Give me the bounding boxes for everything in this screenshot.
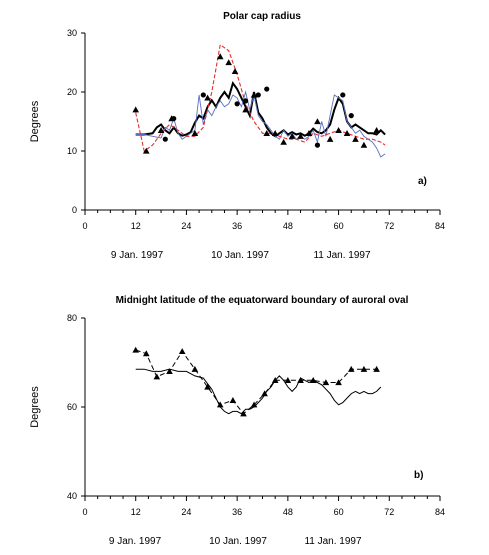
panel-a-triangle-marker — [288, 132, 296, 139]
panel-a-circle-marker — [314, 142, 321, 148]
panel-a-circle-marker — [200, 92, 206, 98]
panel-a-date-label: 10 Jan. 1997 — [211, 250, 269, 261]
panel-b-x-tick-label: 24 — [181, 507, 191, 517]
panel-b-series-solid-line — [135, 368, 382, 415]
panel-a-x-tick-label: 12 — [131, 221, 141, 231]
panel-b-triangle-marker — [229, 397, 237, 403]
panel-a-x-tick-label: 60 — [334, 221, 344, 231]
panel-a-triangle-marker — [360, 141, 368, 148]
panel-b-date-label: 9 Jan. 1997 — [109, 536, 162, 547]
panel-b-date-label: 11 Jan. 1997 — [304, 536, 362, 547]
panel-b-y-tick-label: 80 — [67, 313, 77, 323]
panel-a-x-tick-label: 72 — [384, 221, 394, 231]
panel-a-triangle-marker — [343, 130, 351, 136]
panel-b-series-dashed-line — [135, 349, 377, 415]
panel-b-x-tick-label: 12 — [131, 507, 141, 517]
panel-b-triangle-marker — [216, 401, 224, 408]
panel-b-auroral-boundary-latitude: Midnight latitude of the equatorward bou… — [29, 295, 445, 547]
panel-b-x-tick-label: 36 — [232, 507, 242, 517]
panel-b-triangle-marker — [297, 377, 304, 383]
panel-a-triangle-marker — [216, 53, 224, 60]
panel-b-triangle-marker — [204, 383, 211, 390]
panel-a-triangle-marker — [242, 106, 249, 113]
panel-a-date-label: 11 Jan. 1997 — [313, 250, 371, 261]
panel-a-triangle-marker — [263, 130, 271, 136]
panel-b-y-tick-label: 60 — [67, 402, 77, 412]
panel-a-y-tick-label: 0 — [72, 205, 77, 215]
panel-a-triangle-marker — [297, 132, 304, 139]
panel-b-x-tick-label: 84 — [435, 507, 445, 517]
panel-b-triangle-marker — [250, 401, 258, 408]
panel-b-date-label: 10 Jan. 1997 — [209, 536, 267, 547]
panel-a-series-red-dashed-line — [135, 43, 386, 152]
panel-b-title: Midnight latitude of the equatorward bou… — [116, 295, 409, 306]
panel-a-x-tick-label: 36 — [232, 221, 242, 231]
panel-b-triangle-marker — [360, 365, 368, 372]
panel-a-y-tick-label: 20 — [67, 87, 77, 97]
panel-b-triangle-marker — [335, 379, 342, 386]
panel-b-triangle-marker — [153, 373, 161, 380]
panel-a-triangle-marker — [335, 127, 342, 133]
panel-a-circle-marker — [242, 98, 249, 104]
panel-b-triangle-marker — [261, 390, 268, 397]
panel-b-triangle-marker — [373, 365, 380, 372]
panel-b-x-tick-label: 48 — [283, 507, 293, 517]
panel-a-series-blue-line — [135, 90, 386, 158]
panel-a-date-label: 9 Jan. 1997 — [111, 250, 164, 261]
panel-a-y-tick-label: 10 — [67, 146, 77, 156]
panel-a-triangle-marker — [271, 130, 279, 136]
panel-b-triangle-marker — [240, 410, 247, 417]
panel-a-series-thick-black-line — [135, 80, 386, 138]
panel-b-triangle-marker — [166, 368, 173, 375]
panel-a-triangle-marker — [157, 127, 165, 133]
panel-a-triangle-marker — [204, 94, 211, 101]
panel-a-triangle-marker — [352, 135, 359, 142]
panel-a-triangle-marker — [250, 91, 258, 98]
panel-a-circle-marker — [255, 92, 261, 98]
panel-a-triangle-marker — [191, 130, 199, 136]
panel-b-triangle-marker — [284, 377, 292, 383]
panel-a-x-tick-label: 0 — [82, 221, 87, 231]
panel-b-y-axis-label: Degrees — [29, 386, 41, 428]
panel-b-panel-label: b) — [414, 470, 423, 481]
panel-b-triangle-marker — [309, 377, 317, 383]
panel-a-panel-label: a) — [418, 176, 427, 187]
panel-a-x-tick-label: 24 — [181, 221, 191, 231]
panel-a-circle-marker — [171, 115, 177, 122]
panel-a-title: Polar cap radius — [223, 11, 301, 22]
panel-a-circle-marker — [340, 92, 346, 98]
panel-b-y-tick-label: 40 — [67, 491, 77, 501]
panel-a-triangle-marker — [326, 135, 334, 142]
panel-a-triangle-marker — [373, 127, 380, 133]
panel-a-circle-marker — [234, 101, 240, 107]
panel-a-triangle-marker — [225, 59, 232, 66]
panel-a-triangle-marker — [231, 68, 239, 74]
panel-b-triangle-marker — [271, 377, 279, 383]
panel-a-x-tick-label: 48 — [283, 221, 293, 231]
panel-a-triangle-marker — [132, 106, 140, 113]
panel-b-triangle-marker — [191, 365, 199, 372]
panel-a-triangle-marker — [314, 118, 321, 125]
panel-b-triangle-marker — [322, 379, 330, 386]
panel-b-triangle-marker — [132, 346, 140, 353]
panel-b-triangle-marker — [142, 350, 150, 357]
panel-a-triangle-marker — [142, 147, 150, 154]
panel-b-triangle-marker — [347, 365, 355, 372]
panel-b-x-tick-label: 72 — [384, 507, 394, 517]
panel-b-triangle-marker — [178, 348, 186, 355]
panel-a-circle-marker — [162, 136, 168, 142]
panel-a-triangle-marker — [280, 138, 287, 145]
panel-a-y-tick-label: 30 — [67, 28, 77, 38]
panel-a-polar-cap-radius: Polar cap radius Degrees 0 10 20 30 0 12 24 36 48 6… — [29, 11, 445, 261]
panel-a-x-tick-label: 84 — [435, 221, 445, 231]
panel-a-y-axis-label: Degrees — [29, 100, 41, 142]
panel-a-triangle-marker — [305, 130, 313, 136]
panel-b-x-tick-label: 60 — [334, 507, 344, 517]
panel-b-x-tick-label: 0 — [82, 507, 87, 517]
panel-a-circle-marker — [348, 113, 354, 119]
panel-a-circle-marker — [264, 86, 270, 92]
